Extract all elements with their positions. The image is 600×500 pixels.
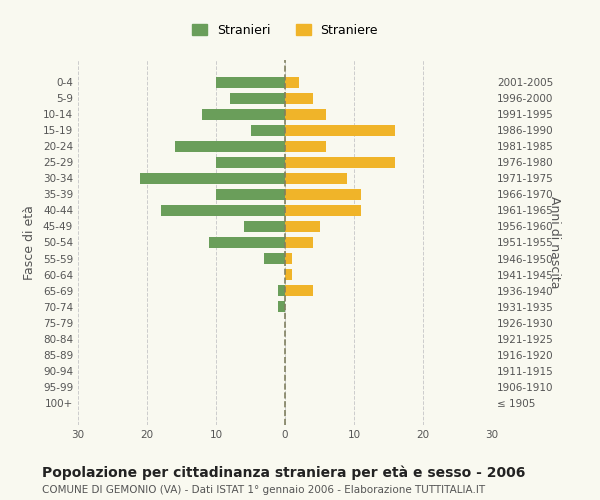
Bar — [285, 76, 299, 88]
Bar — [285, 140, 326, 152]
Bar — [285, 205, 361, 216]
Bar — [278, 301, 285, 312]
Bar — [285, 285, 313, 296]
Bar — [230, 92, 285, 104]
Bar — [216, 76, 285, 88]
Legend: Stranieri, Straniere: Stranieri, Straniere — [187, 19, 383, 42]
Bar — [140, 173, 285, 184]
Bar — [216, 189, 285, 200]
Bar — [285, 189, 361, 200]
Bar — [175, 140, 285, 152]
Bar — [265, 253, 285, 264]
Bar — [161, 205, 285, 216]
Bar — [285, 173, 347, 184]
Bar — [251, 124, 285, 136]
Bar — [285, 237, 313, 248]
Bar — [285, 253, 292, 264]
Bar — [278, 285, 285, 296]
Bar — [285, 156, 395, 168]
Bar — [202, 108, 285, 120]
Bar — [285, 92, 313, 104]
Text: COMUNE DI GEMONIO (VA) - Dati ISTAT 1° gennaio 2006 - Elaborazione TUTTITALIA.IT: COMUNE DI GEMONIO (VA) - Dati ISTAT 1° g… — [42, 485, 485, 495]
Bar — [285, 221, 320, 232]
Bar — [209, 237, 285, 248]
Y-axis label: Fasce di età: Fasce di età — [23, 205, 36, 280]
Y-axis label: Anni di nascita: Anni di nascita — [548, 196, 560, 289]
Text: Popolazione per cittadinanza straniera per età e sesso - 2006: Popolazione per cittadinanza straniera p… — [42, 465, 526, 479]
Bar — [285, 108, 326, 120]
Bar — [285, 269, 292, 280]
Bar — [285, 124, 395, 136]
Bar — [216, 156, 285, 168]
Bar — [244, 221, 285, 232]
